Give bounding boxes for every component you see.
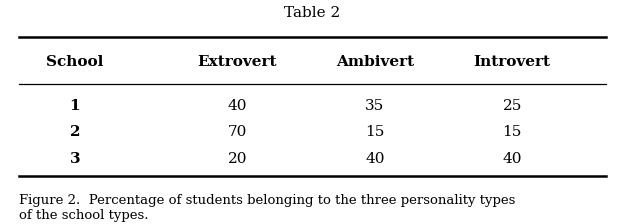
Text: 20: 20 <box>228 152 247 166</box>
Text: 25: 25 <box>502 99 522 113</box>
Text: 40: 40 <box>228 99 247 113</box>
Text: 2: 2 <box>70 125 80 139</box>
Text: Table 2: Table 2 <box>284 6 340 20</box>
Text: 15: 15 <box>502 125 522 139</box>
Text: School: School <box>46 55 104 69</box>
Text: 15: 15 <box>365 125 385 139</box>
Text: 1: 1 <box>70 99 80 113</box>
Text: 40: 40 <box>502 152 522 166</box>
Text: Ambivert: Ambivert <box>336 55 414 69</box>
Text: 35: 35 <box>365 99 385 113</box>
Text: 40: 40 <box>365 152 385 166</box>
Text: Figure 2.  Percentage of students belonging to the three personality types
of th: Figure 2. Percentage of students belongi… <box>19 194 515 222</box>
Text: Introvert: Introvert <box>474 55 551 69</box>
Text: Extrovert: Extrovert <box>198 55 277 69</box>
Text: 3: 3 <box>70 152 80 166</box>
Text: 70: 70 <box>228 125 247 139</box>
